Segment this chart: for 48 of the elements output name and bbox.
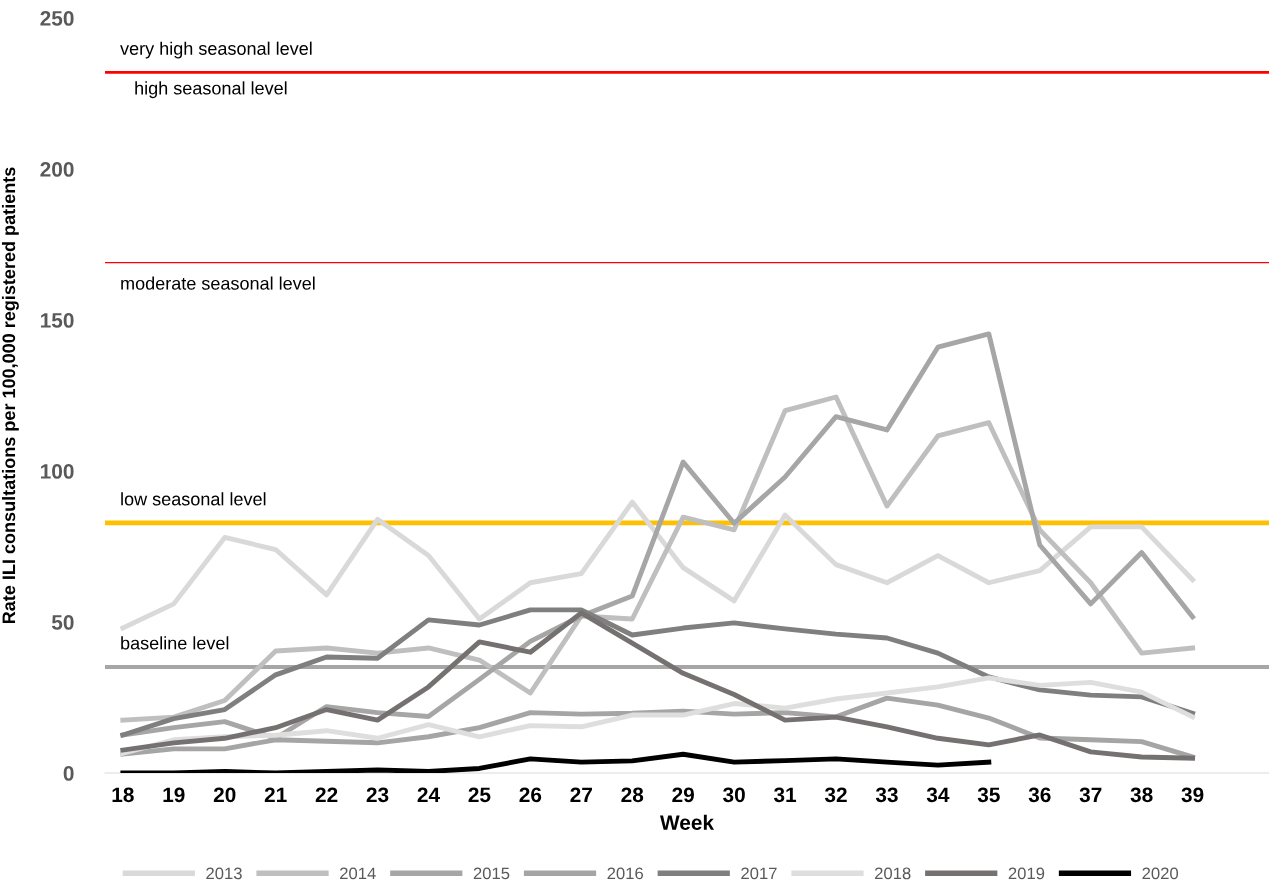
ref-line-label: baseline level [121,636,229,650]
x-tick-label: 27 [570,787,592,802]
legend-label: 2020 [1142,867,1179,880]
legend-label: 2018 [874,867,911,880]
legend-label: 2019 [1008,867,1045,880]
x-tick-label: 37 [1079,787,1102,803]
x-tick-label: 28 [621,787,644,803]
y-tick-label: 200 [40,162,74,177]
x-tick-label: 21 [264,787,287,802]
x-tick-label: 38 [1130,787,1153,803]
annotation: high seasonal level [135,81,287,99]
ref-line-label: very high seasonal level [120,41,312,59]
line-series [120,607,1196,738]
x-tick-label: 31 [773,787,797,803]
line-series [120,675,1196,756]
x-tick-label: 22 [315,787,338,802]
legend-label: 2017 [741,867,777,880]
x-tick-label: 20 [213,787,236,803]
x-tick-label: 33 [875,787,898,803]
line-series [120,751,992,773]
x-axis-title: Week [659,814,715,830]
y-tick-label: 250 [40,11,74,26]
x-tick-label: 39 [1181,787,1204,803]
y-tick-label: 150 [41,313,74,328]
x-tick-label: 35 [977,787,1000,803]
legend-label: 2015 [473,867,510,880]
x-tick-label: 29 [672,787,694,803]
legend-label: 2016 [607,867,644,880]
line-series [120,610,1196,761]
y-tick-label: 100 [41,464,74,479]
x-tick-label: 19 [163,787,185,803]
x-tick-label: 34 [926,787,950,803]
y-tick-label: 0 [63,766,74,781]
x-tick-label: 36 [1028,787,1051,803]
ref-line-label: moderate seasonal level [121,276,315,290]
legend-label: 2013 [206,867,242,880]
ref-line-label: low seasonal level [121,492,266,506]
x-tick-label: 24 [417,787,440,802]
x-tick-label: 30 [723,787,745,803]
x-tick-label: 32 [824,787,847,803]
x-tick-label: 26 [519,787,542,803]
line-series [120,394,1196,723]
x-tick-label: 23 [366,787,389,803]
y-tick-label: 50 [51,615,74,630]
legend-label: 2014 [340,867,376,880]
y-axis-title: Rate ILI consultations per 100,000 registered patients [1,167,19,624]
x-tick-label: 18 [112,787,134,803]
x-tick-label: 25 [468,787,491,803]
